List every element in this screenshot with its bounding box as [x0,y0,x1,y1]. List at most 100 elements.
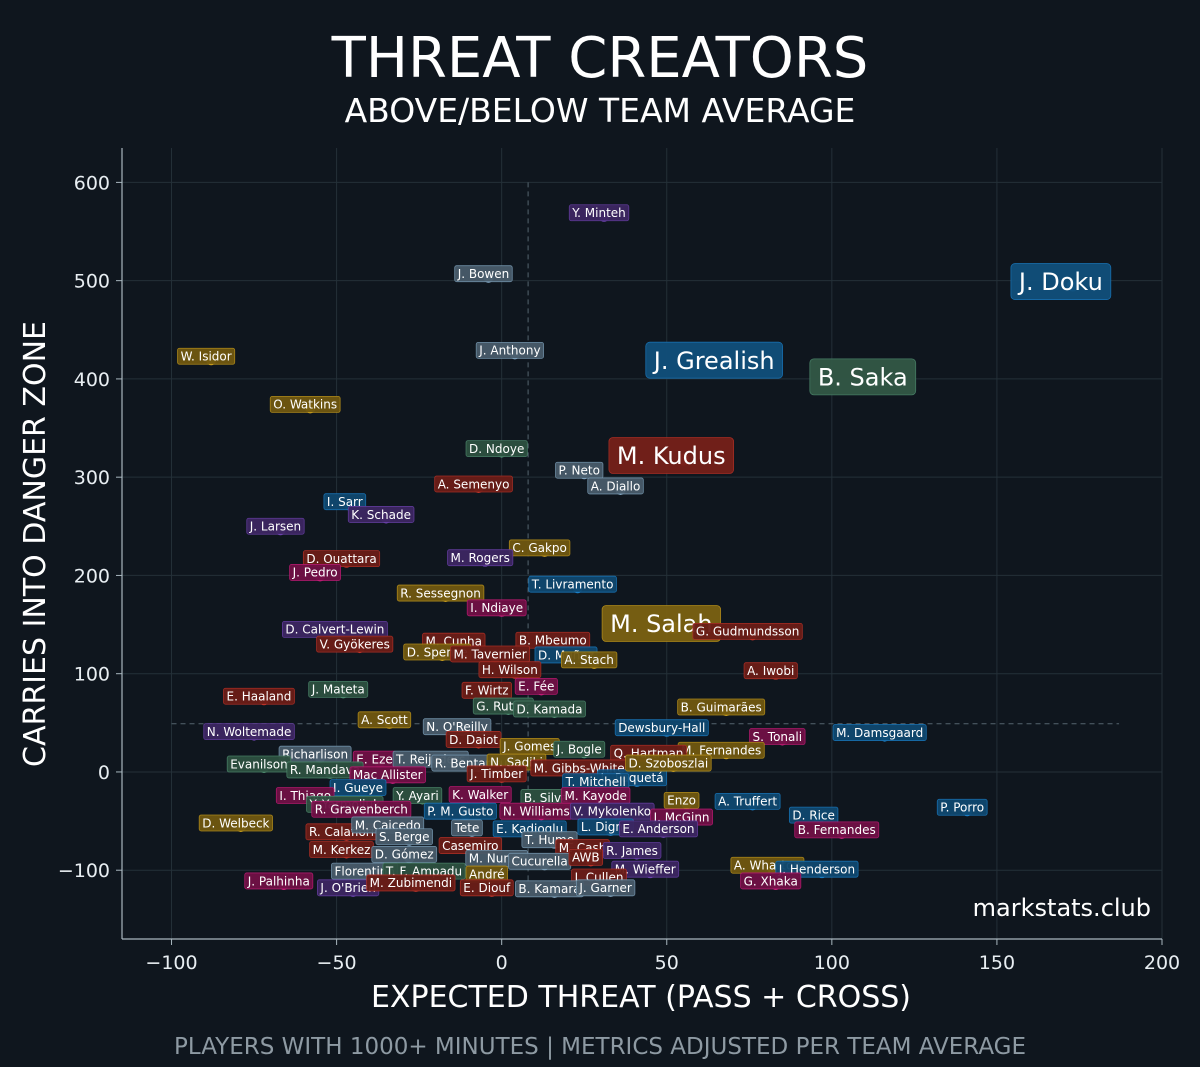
x-tick-label: 0 [496,952,508,974]
point-label: B. Fernandes [794,821,880,839]
chart-subtitle: ABOVE/BELOW TEAM AVERAGE [345,91,856,130]
svg-text:M. Zubimendi: M. Zubimendi [370,876,452,890]
y-tick-label: 0 [98,762,110,784]
svg-text:M. Tavernier: M. Tavernier [454,647,527,661]
point-label: D. Ouattara [302,550,381,568]
y-tick-label: 500 [74,271,110,293]
point-label: Enzo [663,791,700,809]
point-label: F. Wirtz [461,681,512,699]
svg-text:D. Kamada: D. Kamada [517,702,583,716]
svg-text:W. Isidor: W. Isidor [181,350,232,364]
svg-text:P. Neto: P. Neto [559,464,600,478]
svg-text:J. Gomes: J. Gomes [502,740,556,754]
svg-text:D. Daiot: D. Daiot [449,733,498,747]
point-label: E. Haaland [223,687,295,705]
svg-text:E. Eze: E. Eze [356,752,392,766]
point-label: Casemiro [438,837,502,854]
y-tick-label: 300 [74,467,110,489]
svg-text:B. Fernandes: B. Fernandes [798,823,876,837]
point-label: K. Walker [448,786,512,803]
svg-text:P. Porro: P. Porro [940,801,984,815]
svg-text:E. Diouf: E. Diouf [463,881,511,895]
point-label: A. Diallo [587,477,644,495]
point-label: E. Eze [352,750,397,768]
svg-text:G. Xhaka: G. Xhaka [744,874,798,888]
point-label: R. Mandava [286,761,364,779]
point-label: W. Isidor [177,347,236,365]
svg-text:J. Pedro: J. Pedro [292,566,338,580]
svg-text:K. Schade: K. Schade [351,508,411,522]
svg-text:E. Haaland: E. Haaland [227,690,292,704]
point-label: D. Gómez [371,846,438,863]
x-tick-label: −100 [145,952,197,974]
point-label: C. Gakpo [508,539,571,557]
footnote: PLAYERS WITH 1000+ MINUTES | METRICS ADJ… [174,1034,1026,1060]
svg-text:J. Timber: J. Timber [469,767,523,781]
point-label: D. Calvert-Lewin [282,621,388,638]
point-label: J. Palhinha [244,872,314,890]
svg-text:R. Gravenberch: R. Gravenberch [315,803,408,817]
point-label: N. Woltemade [203,723,295,740]
point-label: T. Livramento [528,575,617,593]
point-label: J. Anthony [475,341,544,359]
x-tick-label: 50 [655,952,679,974]
watermark: markstats.club [973,894,1151,922]
y-tick-label: 200 [74,565,110,587]
svg-text:A. Diallo: A. Diallo [591,479,641,493]
svg-text:F. Wirtz: F. Wirtz [465,684,508,698]
svg-text:H. Wilson: H. Wilson [482,663,538,677]
svg-text:J. Garner: J. Garner [578,881,632,895]
point-label: E. Fée [514,678,558,695]
svg-text:S. Berge: S. Berge [379,830,430,844]
svg-text:J. Palhinha: J. Palhinha [247,874,310,888]
svg-text:R. James: R. James [606,844,658,858]
point-label: Y. Ayari [392,787,443,804]
x-tick-label: −50 [317,952,357,974]
svg-text:A. Stach: A. Stach [564,653,614,667]
svg-text:Y. Minteh: Y. Minteh [571,206,626,220]
svg-text:André: André [469,867,504,881]
svg-text:Y. Ayari: Y. Ayari [395,789,439,803]
x-tick-label: 150 [979,952,1015,974]
svg-text:N. O'Reilly: N. O'Reilly [426,720,488,734]
svg-text:L. Digne: L. Digne [581,820,631,834]
svg-text:R. Sessegnon: R. Sessegnon [400,586,481,600]
point-label: A. Iwobi [743,662,798,680]
point-label: B. Guimarães [677,698,766,716]
svg-text:M. Kerkez: M. Kerkez [313,843,371,857]
point-label: M. Kudus [608,437,735,474]
x-tick-label: 200 [1144,952,1180,974]
point-label: V. Mykolenko [569,802,655,820]
svg-text:M. Wieffer: M. Wieffer [615,862,676,876]
svg-text:D. Ndoye: D. Ndoye [469,442,524,456]
svg-text:Richarlison: Richarlison [282,748,348,762]
point-label: Richarlison [278,745,352,763]
point-label: R. James [602,842,662,859]
point-label: André [465,865,508,883]
point-label: D. Ndoye [465,440,528,458]
svg-text:Tete: Tete [454,821,480,835]
svg-text:J. Larsen: J. Larsen [249,520,301,534]
svg-text:M. Kudus: M. Kudus [617,442,726,470]
svg-text:J. O'Brien: J. O'Brien [319,881,375,895]
point-label: K. Schade [347,506,415,523]
point-label: J. Larsen [246,517,305,535]
svg-text:M. Damsgaard: M. Damsgaard [836,726,923,740]
point-label: E. Diouf [459,879,514,897]
svg-text:Casemiro: Casemiro [442,839,498,853]
x-ticks: −100 −50 0 50 100 150 200 [145,939,1180,974]
svg-text:V. Gyökeres: V. Gyökeres [320,637,390,651]
point-label: B. Kamara [515,880,585,898]
point-label: J. O'Brien [317,879,380,897]
svg-text:D. Rice: D. Rice [792,808,835,822]
svg-text:D. Gómez: D. Gómez [375,848,434,862]
svg-text:T. Livramento: T. Livramento [531,578,614,592]
svg-text:I. Ndiaye: I. Ndiaye [470,601,523,615]
point-label: J. Pedro [289,564,341,581]
grid-lines [122,148,1163,939]
svg-text:D. Calvert-Lewin: D. Calvert-Lewin [285,623,384,637]
point-label: AWB [568,848,604,866]
x-tick-label: 100 [814,952,850,974]
